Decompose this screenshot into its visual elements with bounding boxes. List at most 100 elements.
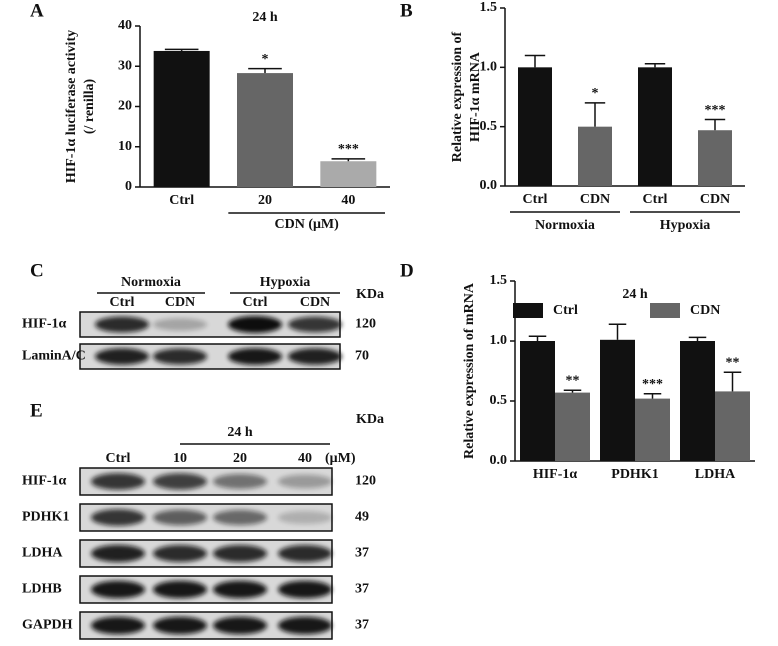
blot-band [153,318,207,331]
bar [600,339,635,461]
bar [680,341,715,461]
error-bar [643,393,662,399]
error-bar [528,335,547,341]
blot-band [153,616,207,635]
panel-label: E [30,400,43,421]
blot-band [95,316,149,333]
lane-label: Ctrl [106,451,131,466]
blot-band [278,474,332,489]
bar [578,126,612,186]
y-tick-label: 1.0 [480,60,498,75]
y-tick-label: 40 [118,18,132,33]
bar [698,130,732,186]
blot-band [228,316,282,333]
y-tick-label: 30 [118,58,132,73]
bar [153,50,210,187]
legend-label: Ctrl [553,303,578,318]
row-label: GAPDH [22,618,73,633]
blot-band [213,616,267,635]
significance: ** [726,355,740,370]
group-label: Normoxia [121,275,181,290]
blot-band [153,348,207,365]
chart-title: 24 h [252,10,278,25]
x-tick-label: HIF-1α [533,467,578,482]
error-bar [688,336,707,341]
blot-band [153,580,207,599]
blot-band [278,510,332,525]
kda-label: 37 [355,546,369,561]
blot-band [213,545,267,562]
x-tick-label: Ctrl [643,192,668,207]
blot-band [91,616,145,635]
y-tick-label: 0.5 [490,393,508,408]
x-tick-label: CDN [580,192,610,207]
row-label: HIF-1α [22,317,67,332]
chart-title: 24 h [622,287,648,302]
row-label: HIF-1α [22,474,67,489]
x-tick-label: Ctrl [523,192,548,207]
row-label: PDHK1 [22,510,69,525]
bar [320,161,377,187]
error-bar [563,389,582,393]
y-tick-label: 1.5 [480,0,498,15]
bar [715,391,750,461]
lane-label: 40 [298,451,312,466]
error-bar [723,371,742,392]
error-bar [644,63,666,68]
error-bar [584,102,606,127]
blot-band [91,509,145,526]
x-axis-label: CDN (μM) [275,217,340,232]
y-tick-label: 0.0 [480,178,498,193]
y-axis-label: Relative expression of mRNA [462,282,477,459]
panel-label: A [30,0,44,21]
y-tick-label: 10 [118,139,132,154]
x-tick-label: 40 [341,193,355,208]
y-tick-label: 0.0 [490,453,508,468]
lane-label: Ctrl [243,295,268,310]
error-bar [524,54,546,68]
bar [518,67,552,186]
blot-band [153,509,207,526]
x-tick-label: Ctrl [169,193,194,208]
group-label: Normoxia [535,218,595,233]
lane-label: Ctrl [110,295,135,310]
x-tick-label: CDN [700,192,730,207]
blot-band [91,473,145,490]
group-label: Hypoxia [260,275,311,290]
blot-band [153,473,207,490]
blot-band [213,509,267,526]
bar [520,341,555,461]
unit-header: KDa [356,287,384,302]
lane-label: CDN [165,295,195,310]
y-axis-label: HIF-1α mRNA [468,51,483,142]
significance: *** [705,103,726,118]
x-tick-label: LDHA [695,467,736,482]
significance: * [262,52,269,67]
unit-header: KDa [356,412,384,427]
y-tick-label: 0.5 [480,119,498,134]
row-label: LaminA/C [22,349,86,364]
significance: ** [566,373,580,388]
legend-swatch [513,303,543,318]
lane-label: 20 [233,451,247,466]
bar [555,392,590,461]
kda-label: 37 [355,618,369,633]
blot-band [278,545,332,562]
legend-label: CDN [690,303,720,318]
significance: *** [338,142,359,157]
error-bar [164,48,199,51]
y-tick-label: 0 [125,179,132,194]
lane-label: CDN [300,295,330,310]
blot-band [213,580,267,599]
lane-label: 10 [173,451,187,466]
panel-label: B [400,0,413,21]
panel-label: D [400,260,414,281]
kda-label: 120 [355,474,376,489]
blot-band [153,545,207,562]
y-tick-label: 1.0 [490,333,508,348]
bar [638,67,672,186]
error-bar [608,323,627,340]
y-axis-label: Relative expression of [450,31,465,162]
blot-band [288,316,342,333]
